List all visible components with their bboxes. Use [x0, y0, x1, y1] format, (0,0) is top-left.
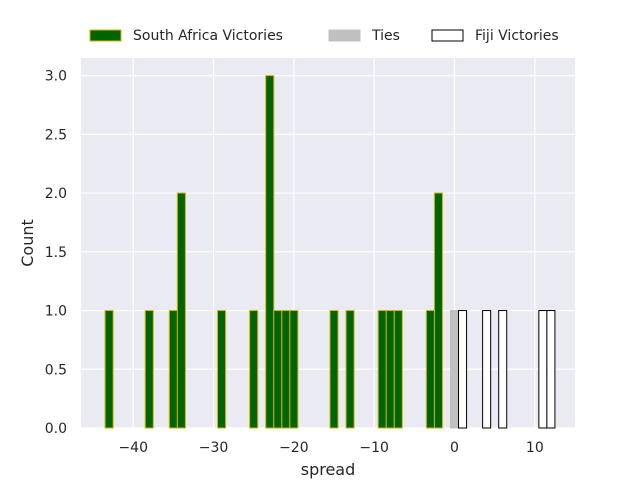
bar — [538, 310, 548, 429]
legend-label: South Africa Victories — [133, 28, 283, 44]
bar — [433, 192, 443, 429]
x-tick-label: −10 — [359, 440, 389, 456]
y-axis-label: Count — [18, 219, 37, 267]
bar — [289, 310, 299, 429]
bar — [144, 310, 154, 429]
bar — [176, 192, 186, 429]
bars — [104, 75, 556, 429]
plot-area — [81, 58, 575, 428]
bar — [393, 310, 403, 429]
legend-swatch — [328, 29, 361, 42]
bar — [249, 310, 259, 429]
x-tick-label: −40 — [118, 440, 148, 456]
y-tick-label: 1.0 — [45, 304, 67, 320]
y-tick-label: 3.0 — [45, 69, 67, 85]
y-tick-label: 2.0 — [45, 186, 67, 202]
legend-label: Ties — [371, 28, 400, 44]
bar — [273, 310, 283, 429]
y-tick-labels: 0.0 0.5 1.0 1.5 2.0 2.5 3.0 — [45, 69, 67, 437]
y-tick-label: 2.5 — [45, 127, 67, 143]
bar — [265, 75, 275, 429]
bar — [498, 310, 508, 429]
bar — [345, 310, 355, 429]
grid-lines — [81, 58, 575, 429]
legend: South Africa Victories Ties Fiji Victories — [89, 28, 559, 44]
x-tick-labels: −40 −30 −20 −10 0 10 — [118, 440, 543, 456]
bar — [425, 310, 435, 429]
x-axis-label: spread — [301, 460, 356, 479]
x-tick-label: −30 — [199, 440, 229, 456]
legend-label: Fiji Victories — [475, 28, 559, 44]
bar — [329, 310, 339, 429]
x-tick-label: 0 — [450, 440, 459, 456]
bar — [546, 310, 556, 429]
y-tick-label: 0.0 — [45, 421, 67, 437]
y-tick-label: 1.5 — [45, 245, 67, 261]
bar — [385, 310, 395, 429]
bar — [458, 310, 468, 429]
y-tick-label: 0.5 — [45, 362, 67, 378]
legend-swatch — [431, 29, 464, 42]
bar — [482, 310, 492, 429]
legend-swatch — [89, 29, 122, 42]
bar — [217, 310, 227, 429]
bar — [168, 310, 178, 429]
bar — [281, 310, 291, 429]
x-tick-label: −20 — [279, 440, 309, 456]
bar — [377, 310, 387, 429]
x-tick-label: 10 — [526, 440, 544, 456]
bar — [449, 310, 460, 429]
bar — [104, 310, 114, 429]
